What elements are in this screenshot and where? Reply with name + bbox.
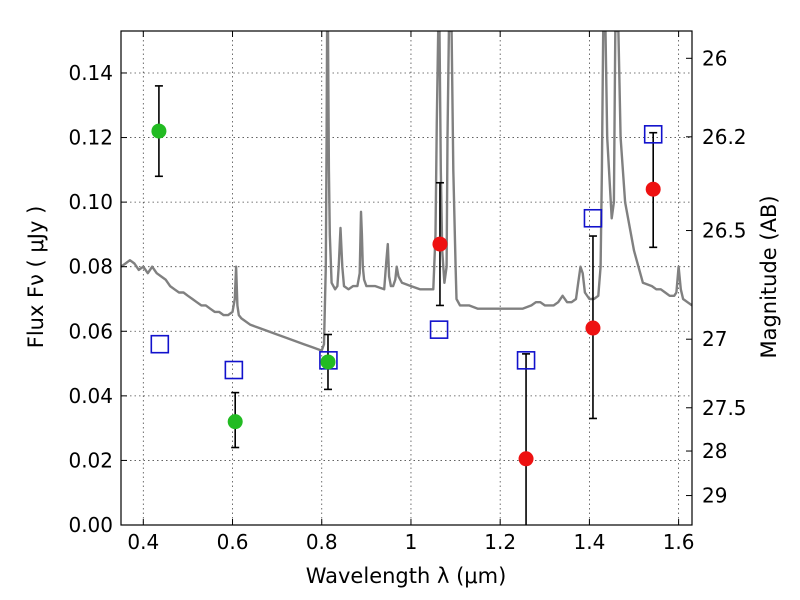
plot-area	[120, 30, 693, 526]
y2-tick-label: 27.5	[702, 396, 747, 420]
y-tick-label: 0.08	[68, 255, 113, 279]
model-photometry-square	[150, 334, 170, 354]
y2-tick-label: 27	[702, 327, 727, 351]
y-tick-label: 0.04	[68, 384, 113, 408]
y2-tick-label: 29	[702, 484, 727, 508]
green-point	[151, 123, 167, 139]
y-tick-label: 0.06	[68, 319, 113, 343]
y2-tick-label: 26.2	[702, 125, 747, 149]
y2-tick-label: 26.5	[702, 219, 747, 243]
red-point	[518, 451, 534, 467]
y-tick-label: 0.00	[68, 513, 113, 537]
model-photometry-square	[583, 208, 603, 228]
plot-frame	[120, 30, 693, 526]
red-point	[432, 236, 448, 252]
y-tick-label: 0.12	[68, 126, 113, 150]
x-tick-label: 0.6	[217, 530, 249, 554]
x-tick-label: 0.4	[127, 530, 159, 554]
x-tick-label: 1.4	[573, 530, 605, 554]
green-point	[227, 414, 243, 430]
red-point	[585, 320, 601, 336]
red-point	[645, 181, 661, 197]
model-photometry-square	[224, 360, 244, 380]
spectrum-group	[121, 31, 692, 525]
model-photometry-square	[643, 125, 663, 144]
y-axis-label: Flux Fν ( μJy )	[24, 206, 48, 349]
model-spectrum-line	[121, 31, 692, 352]
green-point	[320, 354, 336, 370]
y2-axis-label: Magnitude (AB)	[757, 195, 781, 358]
y-tick-label: 0.10	[68, 190, 113, 214]
y-tick-label: 0.02	[68, 448, 113, 472]
x-tick-label: 1	[405, 530, 418, 554]
model-photometry-square	[516, 351, 536, 370]
y2-tick-label: 26	[702, 46, 727, 70]
x-axis-label: Wavelength λ (μm)	[306, 564, 507, 588]
y2-tick-label: 28	[702, 439, 727, 463]
x-tick-label: 1.6	[663, 530, 695, 554]
x-tick-label: 1.2	[484, 530, 516, 554]
model-photometry-square	[429, 320, 449, 339]
y-tick-label: 0.14	[68, 61, 113, 85]
x-tick-label: 0.8	[306, 530, 338, 554]
